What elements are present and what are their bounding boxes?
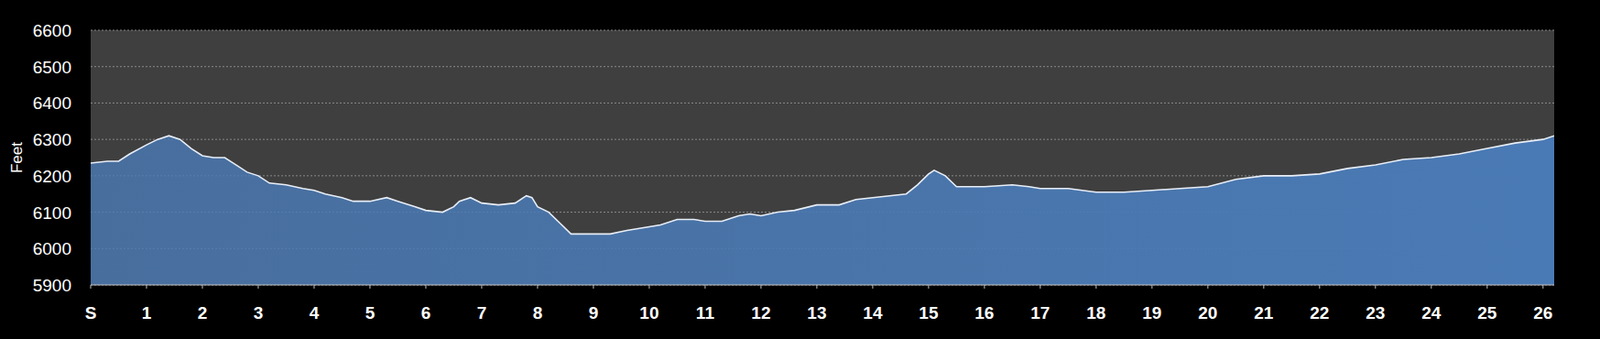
plot-group bbox=[90, 135, 1555, 285]
x-tick bbox=[1262, 284, 1264, 289]
x-tick-label: 15 bbox=[918, 303, 939, 323]
y-tick-label: 6000 bbox=[32, 239, 72, 259]
x-tick-label: 5 bbox=[365, 303, 376, 323]
x-tick-label: 4 bbox=[309, 303, 320, 323]
x-tick bbox=[90, 284, 92, 289]
x-tick bbox=[536, 284, 538, 289]
x-tick bbox=[1151, 284, 1153, 289]
grid-line bbox=[90, 30, 1555, 32]
x-tick bbox=[1039, 284, 1041, 289]
x-tick-label: 8 bbox=[533, 303, 544, 323]
x-tick bbox=[592, 284, 594, 289]
y-tick-label: 6500 bbox=[32, 57, 72, 77]
elevation-area bbox=[90, 135, 1555, 285]
x-tick-label: 17 bbox=[1030, 303, 1050, 323]
x-tick bbox=[201, 284, 203, 289]
x-tick-label: 10 bbox=[639, 303, 659, 323]
y-tick-label: 6300 bbox=[32, 130, 72, 150]
x-tick bbox=[1374, 284, 1376, 289]
x-tick-label: 23 bbox=[1365, 303, 1385, 323]
x-tick bbox=[424, 284, 426, 289]
x-tick-label: 26 bbox=[1533, 303, 1553, 323]
elevation-line bbox=[90, 135, 1555, 234]
y-tick-label: 6400 bbox=[32, 93, 72, 113]
x-tick bbox=[1095, 284, 1097, 289]
x-tick bbox=[145, 284, 147, 289]
x-tick bbox=[983, 284, 985, 289]
x-tick bbox=[313, 284, 315, 289]
chart: 59006000610062006300640065006600S1234567… bbox=[0, 0, 1600, 339]
x-tick-label: 12 bbox=[751, 303, 771, 323]
x-tick-label: 16 bbox=[974, 303, 994, 323]
x-tick bbox=[480, 284, 482, 289]
x-tick bbox=[1486, 284, 1488, 289]
x-tick-label: 24 bbox=[1421, 303, 1442, 323]
x-tick-label: 6 bbox=[421, 303, 432, 323]
x-tick bbox=[369, 284, 371, 289]
x-tick-label: 2 bbox=[197, 303, 208, 323]
grid-line bbox=[90, 284, 1555, 286]
x-tick bbox=[816, 284, 817, 289]
x-tick-label: 20 bbox=[1197, 303, 1218, 323]
x-tick-label: 7 bbox=[477, 303, 488, 323]
x-tick bbox=[760, 284, 762, 289]
x-tick-label: 11 bbox=[696, 303, 716, 323]
x-tick-label: 3 bbox=[253, 303, 264, 323]
x-tick bbox=[704, 284, 706, 289]
x-tick bbox=[1542, 284, 1544, 289]
y-tick-label: 6600 bbox=[32, 21, 72, 41]
background bbox=[0, 0, 1600, 339]
x-tick bbox=[648, 284, 650, 289]
x-tick bbox=[927, 284, 929, 289]
grid-line bbox=[90, 65, 1555, 67]
x-tick bbox=[1207, 284, 1209, 289]
grid-line bbox=[90, 102, 1555, 104]
x-tick-label: 22 bbox=[1309, 303, 1329, 323]
x-tick-label: 25 bbox=[1477, 303, 1498, 323]
y-tick-label: 6200 bbox=[32, 166, 72, 186]
x-tick-label: 19 bbox=[1142, 303, 1162, 323]
y-tick-label: 6100 bbox=[32, 203, 72, 223]
x-tick-label: 9 bbox=[588, 303, 599, 323]
plot-area bbox=[90, 30, 1555, 285]
x-tick-label: 13 bbox=[806, 303, 827, 323]
y-tick-label: 5900 bbox=[32, 275, 72, 295]
x-tick bbox=[871, 284, 873, 289]
x-tick bbox=[1430, 284, 1432, 289]
x-tick-label: S bbox=[85, 303, 98, 323]
x-axis-line bbox=[90, 284, 1555, 286]
x-tick-label: 14 bbox=[862, 303, 883, 323]
x-tick bbox=[257, 284, 259, 289]
x-tick-label: 18 bbox=[1086, 303, 1106, 323]
grid-line bbox=[90, 139, 1555, 141]
x-tick-label: 1 bbox=[141, 303, 153, 323]
y-axis-label: Feet bbox=[8, 141, 26, 174]
x-tick bbox=[1318, 284, 1320, 289]
x-tick-label: 21 bbox=[1253, 303, 1274, 323]
